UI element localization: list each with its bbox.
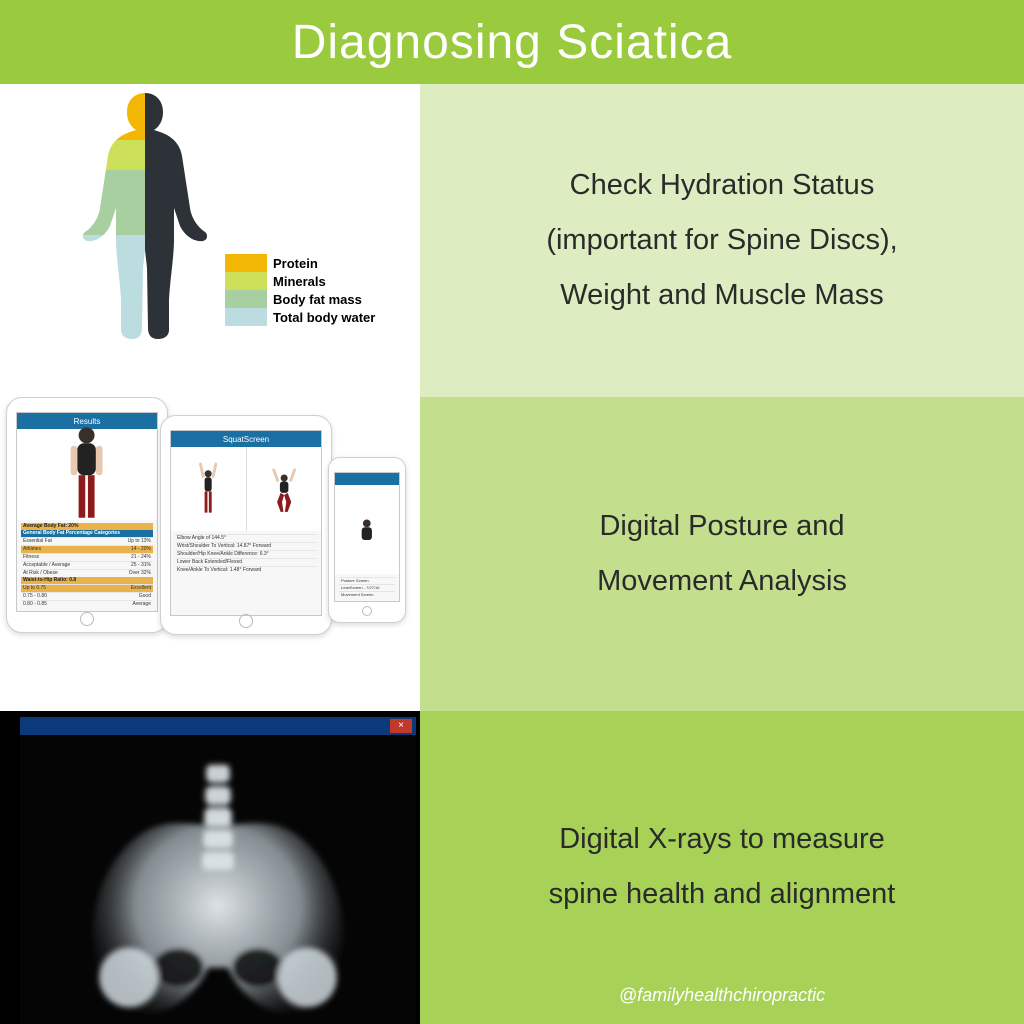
standing-figure-icon bbox=[60, 422, 113, 528]
list-item: Movement Screen bbox=[339, 591, 395, 598]
legend-swatch bbox=[225, 272, 267, 290]
tablet-results: Results bbox=[6, 397, 168, 633]
row-posture: Results bbox=[0, 397, 1024, 710]
legend-label: Total body water bbox=[273, 311, 375, 324]
list-item: Elbow Angle of 144.5° bbox=[175, 534, 317, 542]
ratio-header: Waist-to-Hip Ratio: 0.8 bbox=[21, 577, 153, 584]
legend-swatch bbox=[225, 254, 267, 272]
table-header: Average Body Fat: 20% bbox=[21, 523, 153, 530]
tablet-squatscreen: SquatScreen bbox=[160, 415, 332, 635]
row-xray: × Viewing Study 1 Set 1 PELVIS AP 08.11.… bbox=[0, 711, 1024, 1024]
row2-line2: Movement Analysis bbox=[597, 554, 847, 609]
row-hydration: Protein Minerals Body fat mass Total bod… bbox=[0, 84, 1024, 397]
legend-label: Minerals bbox=[273, 275, 326, 288]
body-fat-table: Average Body Fat: 20% General Body Fat P… bbox=[17, 520, 157, 611]
list-item: LeanScreen - 7/27/16 bbox=[339, 584, 395, 591]
table-row: 0.75 - 0.80Good bbox=[21, 592, 153, 600]
content-rows: Protein Minerals Body fat mass Total bod… bbox=[0, 84, 1024, 1024]
home-button-icon bbox=[80, 612, 94, 626]
phone-summary: Posture Screen LeanScreen - 7/27/16 Move… bbox=[328, 457, 406, 623]
row2-line1: Digital Posture and bbox=[599, 499, 844, 554]
row1-line3: Weight and Muscle Mass bbox=[560, 268, 883, 323]
table-row: At Risk / ObeseOver 32% bbox=[21, 569, 153, 577]
legend-item-water: Total body water bbox=[225, 308, 375, 326]
list-item: Knee/Ankle To Vertical: 1.48° Forward bbox=[175, 566, 317, 574]
legend-swatch bbox=[225, 290, 267, 308]
phone-photo bbox=[335, 485, 399, 574]
attribution-handle: @familyhealthchiropractic bbox=[420, 978, 1024, 1012]
human-silhouette-icon bbox=[70, 90, 220, 340]
body-composition-figure bbox=[70, 90, 220, 340]
device-mockups: Results bbox=[0, 397, 420, 710]
list-item: Shoulder/Hip Knee/Ankle Difference: 6.3° bbox=[175, 550, 317, 558]
pelvis-xray-icon bbox=[20, 735, 416, 1024]
table-row: 0.80 - 0.85Average bbox=[21, 600, 153, 608]
home-button-icon bbox=[362, 606, 372, 616]
row3-line1: Digital X-rays to measure bbox=[559, 812, 885, 867]
list-item: Lower Back Extended/Flexed bbox=[175, 558, 317, 566]
table-row: Athletes14 - 20% bbox=[21, 545, 153, 553]
phone-list: Posture Screen LeanScreen - 7/27/16 Move… bbox=[335, 574, 399, 601]
list-item: Posture Screen bbox=[339, 577, 395, 584]
arms-up-figure-icon bbox=[194, 461, 222, 518]
list-item: Wrist/Shoulder To Vertical: 14.87° Forwa… bbox=[175, 542, 317, 550]
row1-line1: Check Hydration Status bbox=[570, 158, 875, 213]
row3-illustration: × Viewing Study 1 Set 1 PELVIS AP 08.11.… bbox=[0, 711, 420, 1024]
composition-legend: Protein Minerals Body fat mass Total bod… bbox=[225, 254, 375, 326]
header-bar: Diagnosing Sciatica bbox=[0, 0, 1024, 84]
legend-item-bodyfat: Body fat mass bbox=[225, 290, 375, 308]
row1-illustration: Protein Minerals Body fat mass Total bod… bbox=[0, 84, 420, 397]
legend-item-protein: Protein bbox=[225, 254, 375, 272]
app-bar bbox=[335, 473, 399, 485]
table-row: Essential FatUp to 13% bbox=[21, 537, 153, 545]
row1-line2: (important for Spine Discs), bbox=[546, 213, 897, 268]
home-button-icon bbox=[239, 614, 253, 628]
table-row: Fitness21 - 24% bbox=[21, 553, 153, 561]
posture-photo bbox=[17, 429, 157, 520]
movement-analysis-list: Elbow Angle of 144.5° Wrist/Shoulder To … bbox=[171, 531, 321, 577]
table-row: Up to 0.75Excellent bbox=[21, 584, 153, 592]
row1-text-panel: Check Hydration Status (important for Sp… bbox=[420, 84, 1024, 397]
legend-item-minerals: Minerals bbox=[225, 272, 375, 290]
row2-illustration: Results bbox=[0, 397, 420, 710]
squat-start-photo bbox=[171, 447, 247, 531]
legend-label: Body fat mass bbox=[273, 293, 362, 306]
table-subheader: General Body Fat Percentage Categories bbox=[21, 530, 153, 537]
legend-swatch bbox=[225, 308, 267, 326]
row3-line2: spine health and alignment bbox=[549, 867, 896, 922]
xray-viewer-window: × Viewing Study 1 Set 1 PELVIS AP 08.11.… bbox=[20, 717, 416, 1014]
portrait-figure-icon bbox=[354, 517, 380, 543]
row3-text-panel: Digital X-rays to measure spine health a… bbox=[420, 711, 1024, 1024]
row2-text-panel: Digital Posture and Movement Analysis bbox=[420, 397, 1024, 710]
table-row: Acceptable / Average25 - 31% bbox=[21, 561, 153, 569]
app-bar: SquatScreen bbox=[171, 431, 321, 447]
squat-figure-icon bbox=[270, 461, 298, 518]
squat-end-photo bbox=[247, 447, 322, 531]
page-title: Diagnosing Sciatica bbox=[292, 15, 733, 70]
close-icon: × bbox=[390, 719, 412, 733]
legend-label: Protein bbox=[273, 257, 318, 270]
app-title: SquatScreen bbox=[223, 435, 269, 444]
